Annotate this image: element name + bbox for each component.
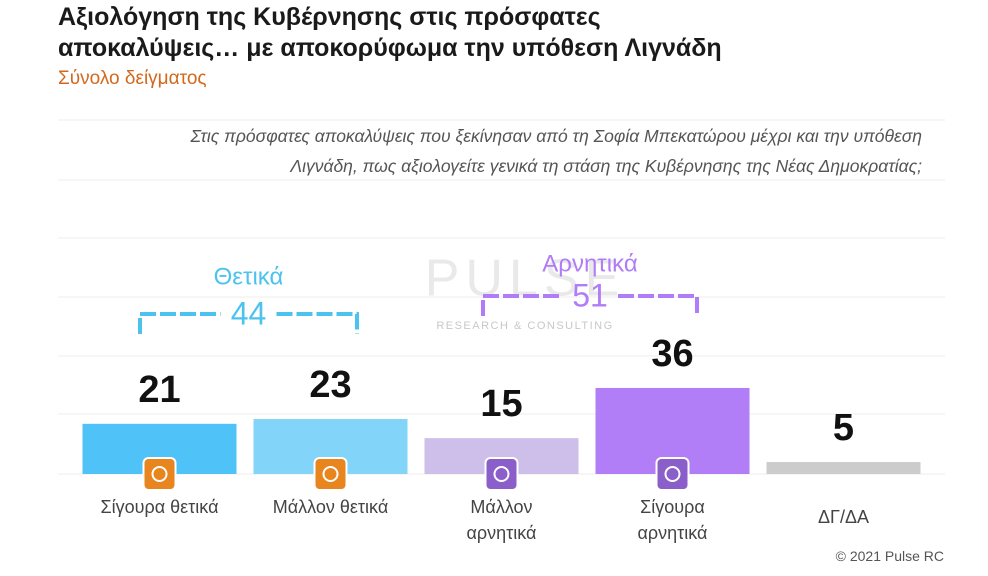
bracket (138, 312, 221, 334)
group-label: Θετικά (214, 263, 284, 290)
group-label: Αρνητικά (542, 250, 638, 277)
value-label: 36 (651, 333, 693, 375)
watermark: PULSE (425, 250, 626, 308)
x-tick-label: Σίγουρα αρνητικά (637, 497, 708, 543)
icon-glyph (151, 466, 168, 482)
copyright: © 2021 Pulse RC (835, 548, 944, 564)
icon (313, 457, 348, 491)
icon-glyph (664, 466, 681, 482)
chart-title: Αξιολόγηση της Κυβέρνησης στις πρόσφατες… (58, 3, 722, 62)
value-label: 5 (833, 407, 854, 449)
question: Στις πρόσφατες αποκαλύψεις που ξεκίνησαν… (190, 126, 922, 176)
x-tick-label: Σίγουρα θετικά (100, 497, 219, 517)
x-tick-label: Μάλλον θετικά (272, 497, 389, 517)
x-tick-label: ΔΓ/ΔΑ (818, 507, 869, 527)
bar (766, 462, 921, 474)
icon (142, 457, 177, 491)
icon-glyph (493, 466, 510, 482)
group-value: 44 (231, 295, 267, 331)
bracket (276, 312, 359, 334)
x-tick-label: Μάλλον αρνητικά (466, 497, 537, 543)
value-label: 21 (138, 369, 180, 411)
watermark-tagline: RESEARCH & CONSULTING (436, 320, 613, 332)
icon (484, 457, 519, 491)
chart-subtitle: Σύνολο δείγματος (58, 68, 207, 89)
value-label: 23 (309, 364, 351, 406)
icon (655, 457, 690, 491)
bracket (618, 294, 699, 316)
bracket (481, 294, 562, 316)
group-value: 51 (572, 277, 608, 313)
icon-glyph (322, 466, 339, 482)
value-label: 15 (480, 383, 522, 425)
